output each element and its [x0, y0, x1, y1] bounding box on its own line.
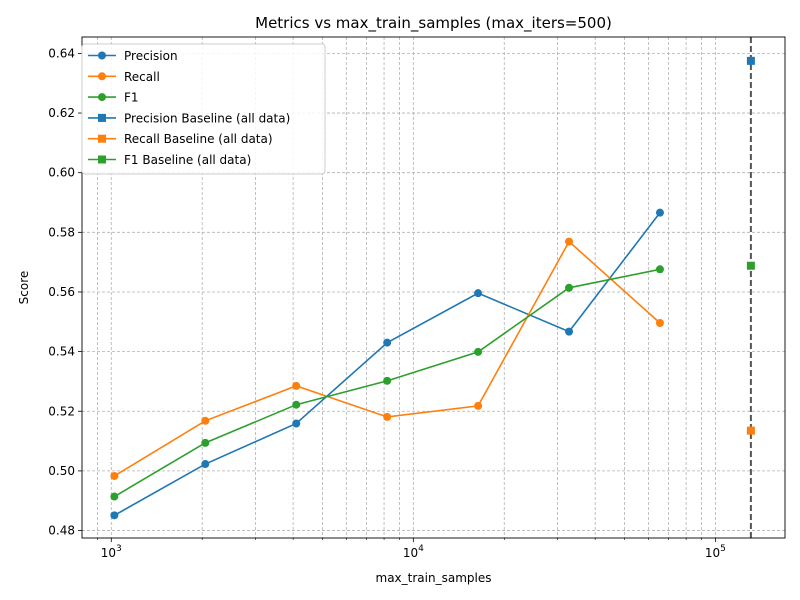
x-tick-label: 103 — [101, 544, 122, 560]
recall-point — [474, 401, 483, 410]
precision-point — [383, 338, 392, 347]
precision-point — [201, 460, 210, 469]
y-tick-label: 0.52 — [48, 404, 75, 418]
legend-marker-recall-baseline-all-data- — [98, 134, 106, 143]
legend-marker-f1 — [98, 93, 106, 102]
x-axis-title: max_train_samples — [376, 571, 492, 585]
series-layer — [110, 56, 755, 520]
f1-baseline-all-data--marker — [746, 261, 755, 270]
y-tick-label: 0.50 — [48, 464, 75, 478]
y-tick-label: 0.48 — [48, 524, 75, 538]
legend-box — [81, 43, 326, 175]
legend-label-precision-baseline-all-data-: Precision Baseline (all data) — [124, 111, 290, 125]
legend-label-f1: F1 — [124, 91, 139, 105]
recall-point — [201, 416, 210, 425]
axis-ticks: 0.48 0.50 0.52 0.54 0.56 0.58 0.60 0.62 0.64 103 1… — [48, 46, 726, 560]
recall-point — [292, 381, 301, 390]
recall-point — [655, 318, 664, 327]
chart-title: Metrics vs max_train_samples (max_iters=… — [255, 14, 612, 33]
legend: Precision Recall F1 Precision Baseline (all… — [81, 43, 326, 175]
y-tick-label: 0.62 — [48, 106, 75, 120]
x-tick-label: 104 — [403, 544, 424, 560]
plot-frame — [81, 36, 786, 539]
y-tick-label: 0.54 — [48, 345, 75, 359]
legend-marker-f1-baseline-all-data- — [98, 155, 106, 164]
legend-label-recall: Recall — [124, 70, 160, 84]
recall-point — [383, 412, 392, 421]
precision-point — [565, 327, 574, 336]
f1-point — [292, 400, 301, 409]
precision-point — [474, 289, 483, 298]
y-tick-label: 0.64 — [48, 46, 75, 60]
f1-point — [655, 265, 664, 274]
legend-marker-recall — [98, 72, 106, 81]
legend-label-f1-baseline-all-data-: F1 Baseline (all data) — [124, 153, 251, 167]
precision-point — [655, 208, 664, 217]
recall-baseline-all-data--marker — [746, 426, 755, 435]
precision-point — [292, 419, 301, 428]
f1-point — [201, 438, 210, 447]
legend-label-recall-baseline-all-data-: Recall Baseline (all data) — [124, 132, 273, 146]
precision-point — [110, 511, 119, 520]
f1-point — [383, 376, 392, 385]
recall-point — [110, 471, 119, 480]
legend-marker-precision-baseline-all-data- — [98, 113, 106, 122]
y-axis-title: Score — [17, 271, 31, 305]
legend-label-precision: Precision — [124, 49, 178, 63]
precision-baseline-all-data--marker — [746, 56, 755, 65]
y-tick-label: 0.60 — [48, 166, 75, 180]
recall-point — [565, 237, 574, 246]
y-tick-label: 0.56 — [48, 285, 75, 299]
f1-point — [474, 347, 483, 356]
f1-point — [565, 283, 574, 292]
f1-point — [110, 492, 119, 501]
y-tick-label: 0.58 — [48, 225, 75, 239]
x-tick-label: 105 — [705, 544, 726, 560]
legend-marker-precision — [98, 51, 106, 60]
